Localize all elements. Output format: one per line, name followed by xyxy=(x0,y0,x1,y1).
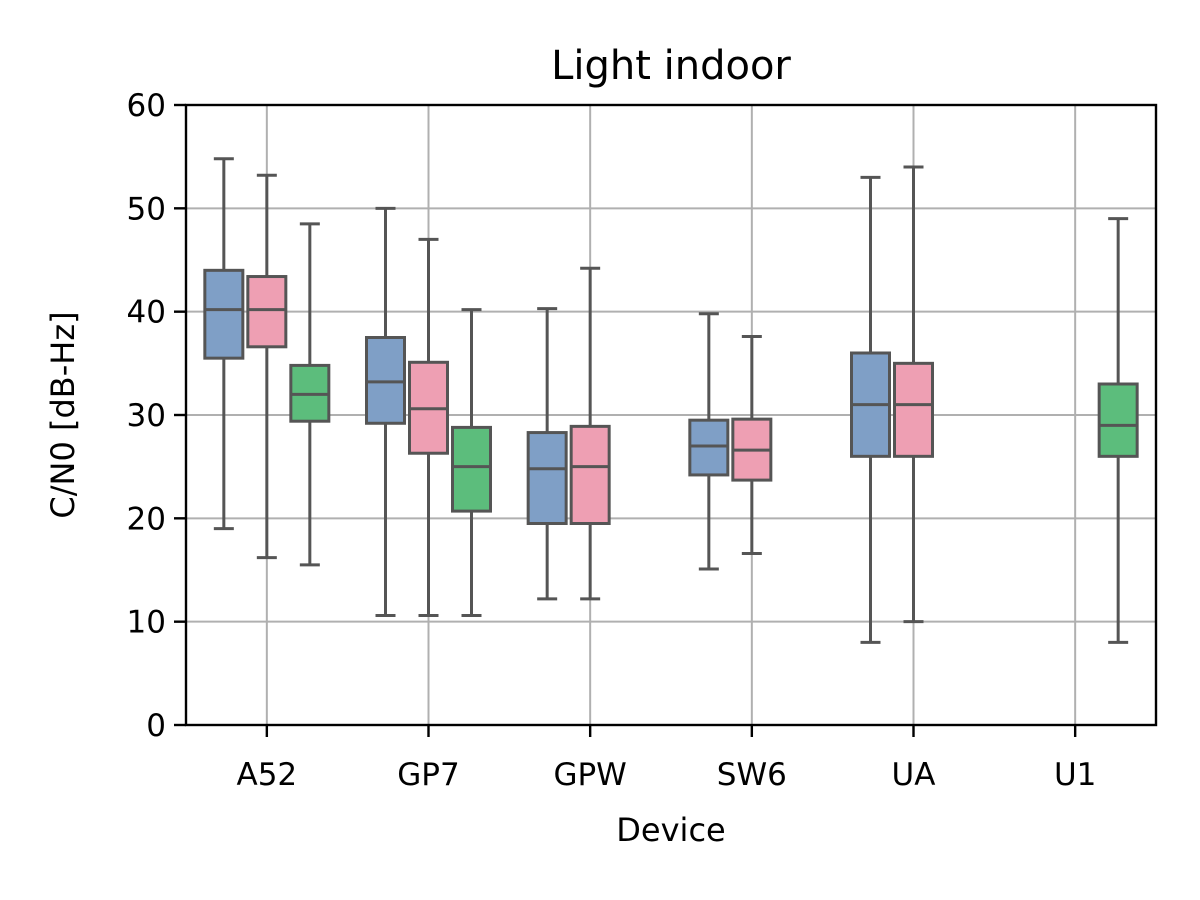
y-tick-label: 20 xyxy=(127,501,166,537)
box-u1-series-3 xyxy=(1097,217,1139,644)
iqr-box xyxy=(203,268,245,360)
box-gpw-series-2 xyxy=(569,266,611,601)
x-tick-label: SW6 xyxy=(717,757,787,793)
iqr-box xyxy=(451,425,492,513)
y-tick-label: 30 xyxy=(127,398,166,434)
iqr-box xyxy=(526,431,568,526)
iqr-box xyxy=(365,336,406,425)
box-sw6-series-1 xyxy=(688,312,730,571)
box-gpw-series-1 xyxy=(526,307,568,601)
iqr-box xyxy=(688,418,730,477)
y-tick-label: 50 xyxy=(127,191,166,227)
x-tick-label: UA xyxy=(892,757,936,793)
y-tick-label: 40 xyxy=(127,295,166,331)
iqr-box xyxy=(1097,382,1139,458)
box-gp7-series-3 xyxy=(451,308,492,617)
x-tick-label: GP7 xyxy=(397,757,459,793)
x-tick-label: A52 xyxy=(237,757,298,793)
box-sw6-series-2 xyxy=(731,334,773,555)
iqr-box xyxy=(569,424,611,525)
y-tick-label: 60 xyxy=(127,88,166,124)
box-plots xyxy=(203,157,1139,644)
x-tick-label: U1 xyxy=(1054,757,1096,793)
x-axis-ticks: A52 GP7 GPW SW6 UA U1 xyxy=(237,725,1096,793)
chart-title: Light indoor xyxy=(551,43,791,89)
x-tick-label: GPW xyxy=(553,757,626,793)
y-tick-label: 10 xyxy=(127,605,166,641)
x-axis-label: Device xyxy=(616,811,725,849)
y-axis-ticks: 0 10 20 30 40 50 60 xyxy=(127,88,186,744)
box-gp7-series-1 xyxy=(365,206,406,617)
box-a52-series-2 xyxy=(246,173,288,560)
box-ua-series-1 xyxy=(850,175,891,644)
box-gp7-series-2 xyxy=(408,237,449,617)
y-tick-label: 0 xyxy=(146,708,166,744)
iqr-box xyxy=(893,361,934,458)
y-axis-label: C/N0 [dB-Hz] xyxy=(44,311,82,518)
box-a52-series-3 xyxy=(289,222,331,567)
box-a52-series-1 xyxy=(203,157,245,531)
grid-lines xyxy=(186,104,1156,726)
box-ua-series-2 xyxy=(893,165,934,624)
iqr-box xyxy=(246,275,288,349)
